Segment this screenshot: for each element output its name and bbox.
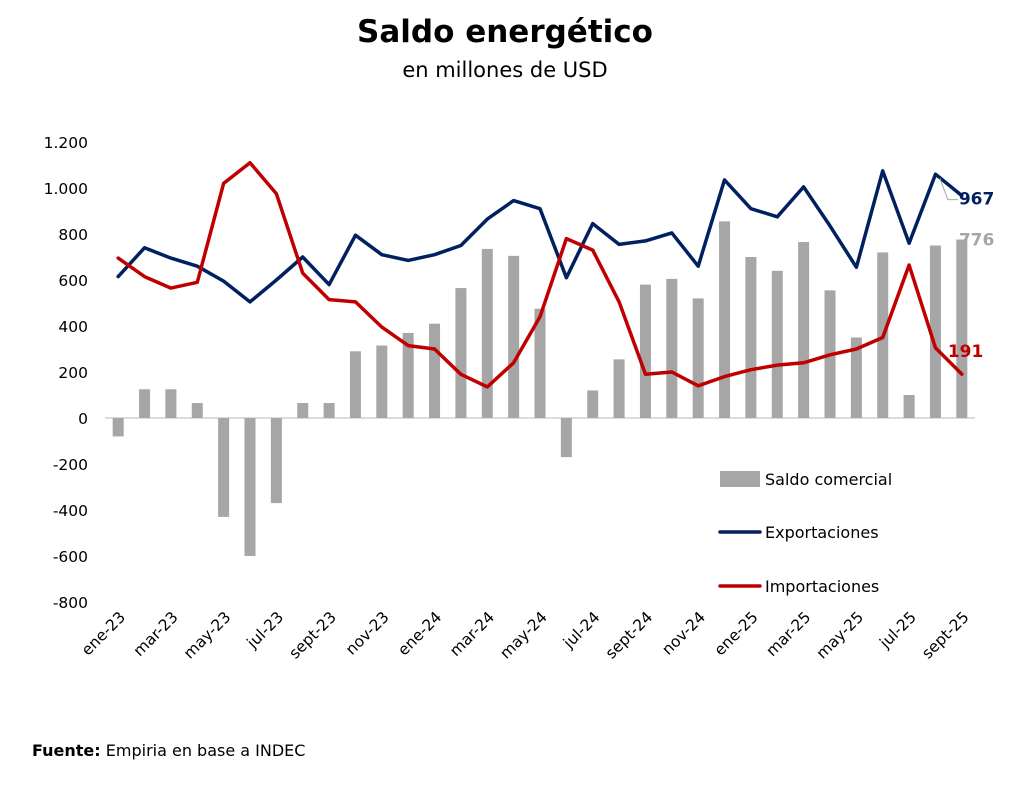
bar-saldo-comercial xyxy=(323,403,335,418)
bar-saldo-comercial xyxy=(639,284,651,418)
x-tick-label: mar-24 xyxy=(446,608,498,660)
bar-saldo-comercial xyxy=(139,389,151,418)
bar-saldo-comercial xyxy=(956,239,968,418)
end-label-importaciones: 191 xyxy=(948,342,984,362)
y-tick-label: 800 xyxy=(58,226,88,244)
bar-saldo-comercial xyxy=(929,245,941,418)
bar-saldo-comercial xyxy=(692,298,704,418)
bar-saldo-comercial xyxy=(481,248,493,418)
x-tick-label: may-24 xyxy=(497,608,551,662)
source-label: Fuente: xyxy=(32,741,101,760)
source-text: Empiria en base a INDEC xyxy=(105,741,306,760)
bar-saldo-comercial xyxy=(745,257,757,418)
bar-saldo-comercial xyxy=(587,390,599,418)
bar-saldo-comercial xyxy=(771,270,783,418)
bar-series-saldo-comercial xyxy=(112,221,968,556)
bar-saldo-comercial xyxy=(297,403,309,418)
x-tick-label: nov-23 xyxy=(342,608,392,658)
y-tick-label: 600 xyxy=(58,272,88,290)
bar-saldo-comercial xyxy=(376,345,388,418)
bar-saldo-comercial xyxy=(191,403,203,418)
end-label-saldo-comercial: 776 xyxy=(959,231,995,251)
bar-saldo-comercial xyxy=(534,308,546,418)
x-tick-label: nov-24 xyxy=(659,608,709,658)
y-tick-label: -200 xyxy=(53,456,88,474)
end-label-exportaciones: 967 xyxy=(959,190,995,210)
legend-label: Saldo comercial xyxy=(765,470,892,489)
legend-label: Exportaciones xyxy=(765,523,879,542)
bar-saldo-comercial xyxy=(508,255,520,418)
x-tick-label: may-25 xyxy=(813,608,867,662)
y-tick-label: -400 xyxy=(53,502,88,520)
legend-label: Importaciones xyxy=(765,577,879,596)
bar-saldo-comercial xyxy=(455,288,467,418)
end-labels: 967 776 191 xyxy=(939,178,995,362)
y-tick-label: 1.000 xyxy=(44,180,88,198)
y-tick-label: 200 xyxy=(58,364,88,382)
source-note: Fuente: Empiria en base a INDEC xyxy=(32,741,305,760)
legend: Saldo comercial Exportaciones Importacione… xyxy=(718,470,892,596)
bar-saldo-comercial xyxy=(719,221,731,418)
y-tick-label: 1.200 xyxy=(44,134,88,152)
x-tick-label: jul-24 xyxy=(559,608,603,652)
x-tick-label: jul-23 xyxy=(243,608,287,652)
x-tick-label: mar-23 xyxy=(130,608,182,660)
x-tick-label: jul-25 xyxy=(876,608,920,652)
bar-saldo-comercial xyxy=(244,418,256,556)
x-tick-label: mar-25 xyxy=(763,608,815,660)
x-tick-label: sept-23 xyxy=(286,608,340,662)
y-tick-label: -600 xyxy=(53,548,88,566)
bar-saldo-comercial xyxy=(349,351,361,418)
bar-saldo-comercial xyxy=(270,418,282,504)
bar-saldo-comercial xyxy=(429,323,441,418)
x-tick-label: sept-25 xyxy=(918,608,972,662)
label-leader-line xyxy=(939,178,958,201)
bar-saldo-comercial xyxy=(402,332,414,418)
line-importaciones xyxy=(116,160,964,389)
chart-subtitle: en millones de USD xyxy=(402,58,608,82)
line-series-group xyxy=(116,160,964,389)
bar-saldo-comercial xyxy=(165,389,177,418)
x-tick-label: ene-23 xyxy=(78,608,129,659)
bar-saldo-comercial xyxy=(112,418,124,437)
legend-swatch-bar xyxy=(720,471,760,487)
y-axis: 1.200 1.000 800 600 400 200 0 -200 -400 -600 -800 xyxy=(44,134,88,612)
y-tick-label: 0 xyxy=(78,410,88,428)
bar-saldo-comercial xyxy=(613,359,625,418)
bar-saldo-comercial xyxy=(798,242,810,418)
x-tick-label: may-23 xyxy=(180,608,234,662)
bar-saldo-comercial xyxy=(560,418,572,458)
bar-saldo-comercial xyxy=(903,395,915,418)
bar-saldo-comercial xyxy=(850,337,862,418)
x-tick-label: ene-25 xyxy=(711,608,762,659)
chart-title: Saldo energético xyxy=(357,14,653,50)
bar-saldo-comercial xyxy=(218,418,230,517)
line-exportaciones xyxy=(116,169,964,304)
y-tick-label: 400 xyxy=(58,318,88,336)
y-tick-label: -800 xyxy=(53,594,88,612)
x-tick-label: ene-24 xyxy=(394,608,445,659)
x-tick-label: sept-24 xyxy=(602,608,656,662)
bar-saldo-comercial xyxy=(666,278,678,418)
